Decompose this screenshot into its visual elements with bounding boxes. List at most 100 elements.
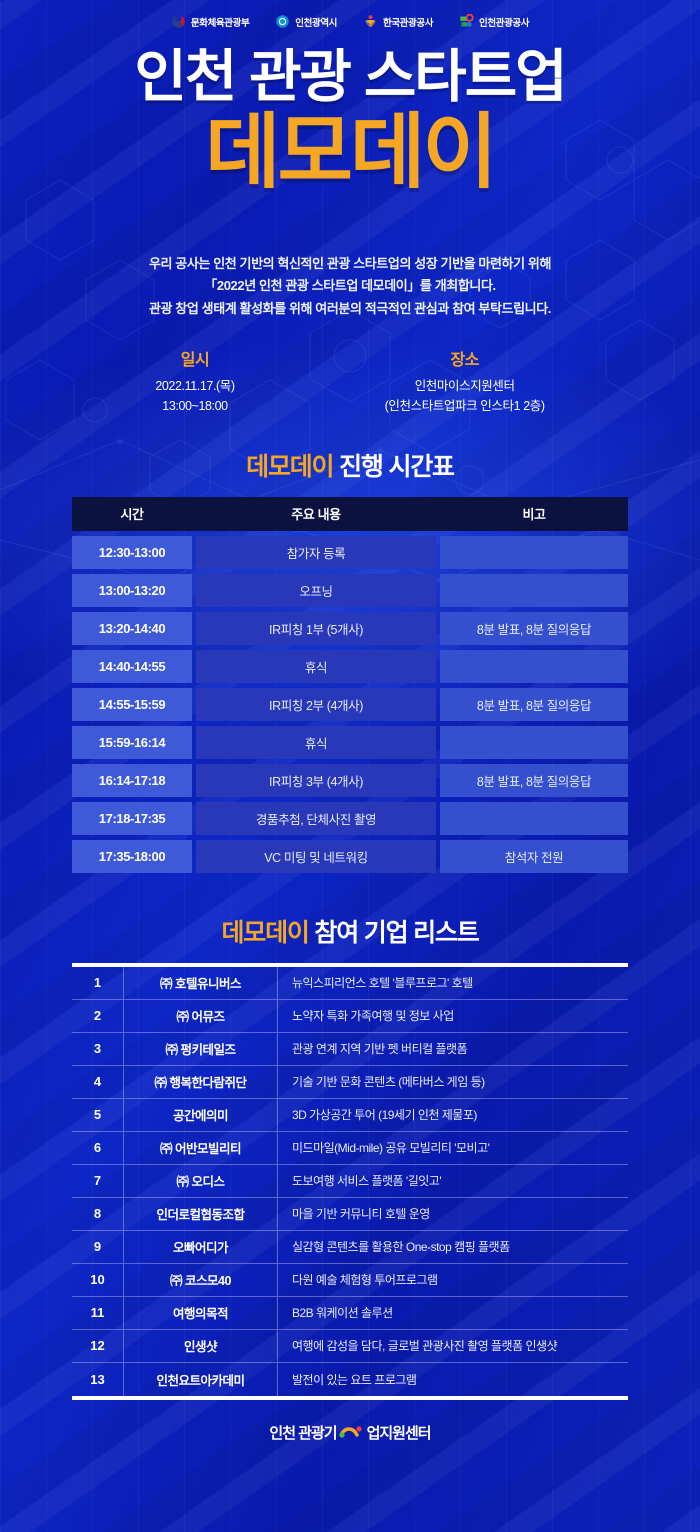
company-desc: 다원 예술 체험형 투어프로그램 (292, 1273, 438, 1288)
schedule-table-header: 시간 주요 내용 비고 (72, 496, 628, 531)
description-line-3: 관광 창업 생태계 활성화를 위해 여러분의 적극적인 관심과 참여 부탁드립니… (148, 300, 552, 316)
event-info-row: 일시 2022.11.17.(목) 13:00~18:00 장소 인천마이스지원… (0, 346, 700, 417)
schedule-row: 12:30-13:00 참가자 등록 (72, 535, 628, 569)
company-desc: 미드마일(Mid-mile) 공유 모빌리티 '모비고' (292, 1141, 490, 1156)
schedule-col-note: 비고 (522, 507, 546, 523)
company-row: 4 ㈜ 행복한다람쥐단 기술 기반 문화 콘텐츠 (메타버스 게임 등) (72, 1065, 628, 1099)
schedule-cell-note (440, 535, 628, 569)
company-index: 12 (72, 1329, 124, 1362)
schedule-cell-note: 8분 발표, 8분 질의응답 (440, 763, 628, 797)
company-row: 5 공간에의미 3D 가상공간 투어 (19세기 인천 제물포) (72, 1098, 628, 1132)
company-desc: 노약자 특화 가족여행 및 정보 사업 (292, 1009, 454, 1024)
company-row: 7 ㈜ 오디스 도보여행 서비스 플랫폼 '길잇고' (72, 1164, 628, 1198)
company-desc: 기술 기반 문화 콘텐츠 (메타버스 게임 등) (292, 1075, 485, 1090)
company-name: ㈜ 코스모40 (124, 1263, 278, 1296)
company-list-top-rule (72, 962, 628, 967)
schedule-cell-note: 8분 발표, 8분 질의응답 (440, 687, 628, 721)
schedule-cell-note: 8분 발표, 8분 질의응답 (440, 611, 628, 645)
schedule-col-time: 시간 (120, 507, 144, 523)
schedule-row: 15:59-16:14 휴식 (72, 725, 628, 759)
event-venue-block: 장소 인천마이스지원센터 (인천스타트업파크 인스타1 2층) (385, 346, 545, 417)
company-index: 4 (72, 1065, 124, 1098)
event-date-line-2: 13:00~18:00 (162, 399, 228, 414)
company-row: 11 여행의목적 B2B 워케이션 솔루션 (72, 1296, 628, 1330)
schedule-cell-time: 12:30-13:00 (72, 535, 192, 569)
schedule-cell-content: VC 미팅 및 네트워킹 (196, 839, 436, 873)
schedule-cell-content: IR피칭 3부 (4개사) (196, 763, 436, 797)
company-index: 7 (72, 1164, 124, 1197)
company-list-table: 1 ㈜ 호텔유니버스 뉴익스피리언스 호텔 '블루프로그' 호텔 2 ㈜ 어뮤즈 노약자 … (72, 962, 628, 1400)
schedule-cell-time: 13:00-13:20 (72, 573, 192, 607)
page-title-secondary: 데모데이 (205, 107, 498, 199)
schedule-cell-note (440, 573, 628, 607)
swoosh-icon (338, 1426, 362, 1438)
schedule-row: 14:55-15:59 IR피칭 2부 (4개사) 8분 발표, 8분 질의응답 (72, 687, 628, 721)
company-name: 오빠어디가 (124, 1230, 278, 1263)
company-desc: B2B 워케이션 솔루션 (292, 1306, 393, 1321)
ito-icon (460, 14, 474, 27)
schedule-heading-rest: 진행 시간표 (339, 452, 455, 481)
event-venue-line-2: (인천스타트업파크 인스타1 2층) (384, 399, 545, 414)
schedule-row: 16:14-17:18 IR피칭 3부 (4개사) 8분 발표, 8분 질의응답 (72, 763, 628, 797)
schedule-heading: 데모데이 진행 시간표 (0, 447, 700, 483)
event-date-block: 일시 2022.11.17.(목) 13:00~18:00 (155, 346, 235, 417)
company-row: 1 ㈜ 호텔유니버스 뉴익스피리언스 호텔 '블루프로그' 호텔 (72, 966, 628, 1000)
company-index: 5 (72, 1098, 124, 1131)
schedule-cell-content: 휴식 (196, 725, 436, 759)
company-row: 8 인더로컬협동조합 마을 기반 커뮤니티 호텔 운영 (72, 1197, 628, 1231)
sponsor-logo-bar: 문화체육관광부 인천광역시 한국관광공사 (0, 0, 700, 39)
company-desc: 실감형 콘텐츠를 활용한 One-stop 캠핑 플랫폼 (292, 1240, 510, 1255)
description-line-1: 우리 공사는 인천 기반의 혁신적인 관광 스타트업의 성장 기반을 마련하기 … (148, 256, 552, 272)
company-desc: 마을 기반 커뮤니티 호텔 운영 (292, 1207, 430, 1222)
footer-logo-text-1: 인천 관광기 (269, 1424, 337, 1442)
company-name: 인더로컬협동조합 (124, 1197, 278, 1230)
companies-heading-rest: 참여 기업 리스트 (314, 918, 479, 947)
companies-heading-accent: 데모데이 (221, 918, 309, 947)
company-row: 13 인천요트아카데미 발전이 있는 요트 프로그램 (72, 1362, 628, 1396)
schedule-cell-content: 경품추첨, 단체사진 촬영 (196, 801, 436, 835)
company-name: 공간에의미 (124, 1098, 278, 1131)
footer: 인천 관광기 업지원센터 (0, 1422, 700, 1459)
schedule-cell-time: 15:59-16:14 (72, 725, 192, 759)
company-list-bottom-rule (72, 1395, 628, 1400)
companies-heading: 데모데이 참여 기업 리스트 (0, 913, 700, 949)
title-block: 인천 관광 스타트업 데모데이 (0, 47, 700, 195)
schedule-cell-note (440, 801, 628, 835)
schedule-row: 17:18-17:35 경품추첨, 단체사진 촬영 (72, 801, 628, 835)
company-name: ㈜ 어반모빌리티 (124, 1131, 278, 1164)
event-venue-heading: 장소 (450, 352, 479, 370)
event-venue-line-1: 인천마이스지원센터 (414, 379, 515, 394)
sponsor-logo-0: 문화체육관광부 (171, 14, 250, 29)
schedule-cell-note (440, 725, 628, 759)
schedule-heading-accent: 데모데이 (246, 452, 334, 481)
company-index: 9 (72, 1230, 124, 1263)
company-index: 3 (72, 1032, 124, 1065)
kto-icon (365, 15, 376, 28)
sponsor-logo-label-0: 문화체육관광부 (190, 17, 250, 29)
footer-logo-text-2: 업지원센터 (366, 1424, 432, 1442)
schedule-cell-time: 16:14-17:18 (72, 763, 192, 797)
schedule-row: 14:40-14:55 휴식 (72, 649, 628, 683)
company-row: 9 오빠어디가 실감형 콘텐츠를 활용한 One-stop 캠핑 플랫폼 (72, 1230, 628, 1264)
description-line-2: 「2022년 인천 관광 스타트업 데모데이」를 개최합니다. (204, 278, 496, 294)
schedule-cell-note: 참석자 전원 (440, 839, 628, 873)
company-row: 12 인생샷 여행에 감성을 담다, 글로벌 관광사진 촬영 플랫폼 인생샷 (72, 1329, 628, 1363)
company-row: 6 ㈜ 어반모빌리티 미드마일(Mid-mile) 공유 모빌리티 '모비고' (72, 1131, 628, 1165)
company-index: 11 (72, 1296, 124, 1329)
schedule-cell-content: IR피칭 2부 (4개사) (196, 687, 436, 721)
company-desc: 관광 연계 지역 기반 펫 버티컬 플랫폼 (292, 1042, 468, 1057)
company-desc: 3D 가상공간 투어 (19세기 인천 제물포) (292, 1108, 477, 1123)
schedule-cell-time: 17:18-17:35 (72, 801, 192, 835)
company-index: 6 (72, 1131, 124, 1164)
schedule-cell-content: 휴식 (196, 649, 436, 683)
company-index: 13 (72, 1362, 124, 1396)
event-date-line-1: 2022.11.17.(목) (155, 379, 235, 394)
schedule-cell-time: 14:55-15:59 (72, 687, 192, 721)
company-desc: 뉴익스피리언스 호텔 '블루프로그' 호텔 (292, 976, 473, 991)
company-row: 2 ㈜ 어뮤즈 노약자 특화 가족여행 및 정보 사업 (72, 999, 628, 1033)
sponsor-logo-label-3: 인천관광공사 (479, 17, 530, 29)
schedule-cell-content: 참가자 등록 (196, 535, 436, 569)
schedule-cell-time: 13:20-14:40 (72, 611, 192, 645)
company-index: 2 (72, 999, 124, 1032)
